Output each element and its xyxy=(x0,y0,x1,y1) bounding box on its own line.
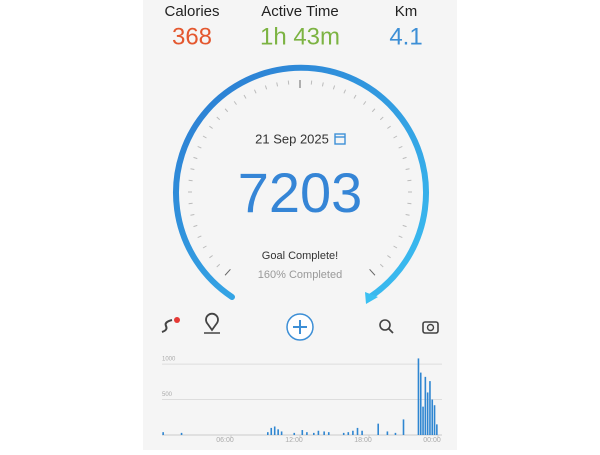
x-tick-label: 06:00 xyxy=(216,437,234,444)
date: 21 Sep 2025 xyxy=(255,131,329,146)
stat-value: 4.1 xyxy=(389,23,422,50)
bar xyxy=(427,392,429,435)
x-tick-label: 12:00 xyxy=(285,437,303,444)
bar xyxy=(361,431,363,435)
bar xyxy=(328,432,330,435)
bar xyxy=(323,431,325,435)
bar xyxy=(357,428,359,435)
bar xyxy=(293,433,295,435)
step-count: 7203 xyxy=(238,161,363,224)
bar xyxy=(267,432,269,435)
bar xyxy=(348,432,350,435)
y-tick-label: 500 xyxy=(162,392,173,398)
bar xyxy=(422,407,424,435)
bar xyxy=(162,432,164,435)
bar xyxy=(425,377,427,435)
stat-label: Km xyxy=(395,3,418,20)
bar xyxy=(270,428,272,435)
bar xyxy=(387,431,389,435)
add-button[interactable] xyxy=(287,314,313,340)
goal-status: Goal Complete! xyxy=(262,250,338,262)
stat-value: 1h 43m xyxy=(260,23,340,50)
bar xyxy=(395,433,397,435)
bar xyxy=(313,433,315,435)
bar xyxy=(281,431,283,435)
bar xyxy=(436,424,438,435)
bar xyxy=(420,373,422,435)
y-tick-label: 1000 xyxy=(162,357,176,363)
bar xyxy=(418,358,420,435)
bar xyxy=(377,424,379,435)
bar xyxy=(277,429,279,435)
bar xyxy=(318,431,320,435)
stat-label: Calories xyxy=(164,3,219,20)
stat-value: 368 xyxy=(172,23,212,50)
bar xyxy=(306,432,308,435)
bar xyxy=(431,400,433,435)
x-tick-label: 18:00 xyxy=(354,437,372,444)
bar xyxy=(352,431,354,435)
stat-label: Active Time xyxy=(261,3,339,20)
bar xyxy=(274,426,276,435)
x-tick-label: 00:00 xyxy=(423,437,441,444)
progress: 160% Completed xyxy=(258,269,342,281)
bar xyxy=(434,405,436,435)
bar xyxy=(181,433,183,435)
bar xyxy=(302,430,304,435)
bar xyxy=(403,419,405,435)
bar xyxy=(429,381,431,435)
bar xyxy=(343,433,345,435)
